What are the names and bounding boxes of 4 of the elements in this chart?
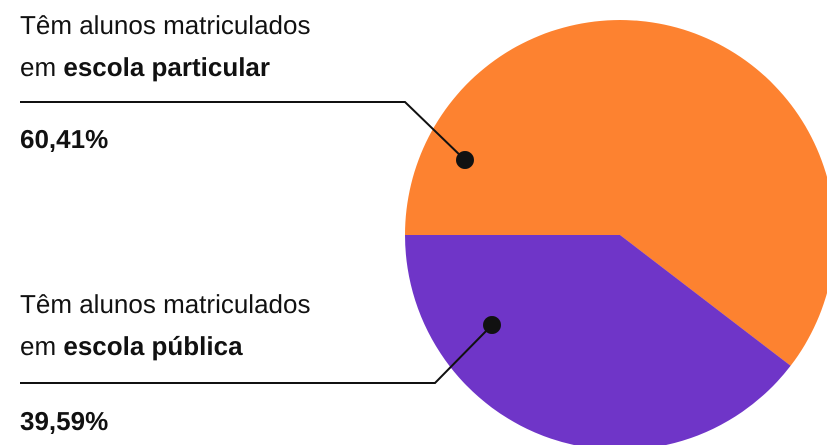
slice-label: Têm alunos matriculados em escola pública [20, 289, 310, 361]
data-label: 60,41% [20, 124, 108, 154]
data-label: 39,59% [20, 406, 108, 436]
slice-label: Têm alunos matriculados em escola particular [20, 10, 310, 82]
